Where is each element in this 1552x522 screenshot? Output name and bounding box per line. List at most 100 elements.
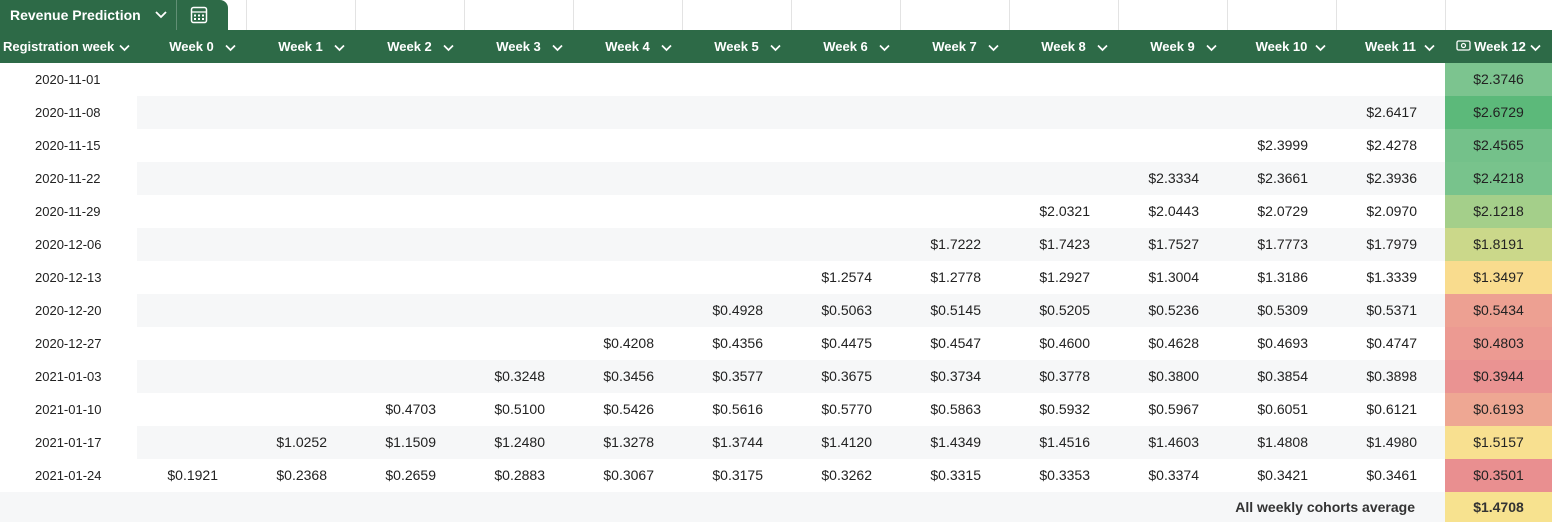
week-12-cell: $0.3501 <box>1445 459 1552 492</box>
table-row: 2020-11-29 $2.0321 $2.0443 $2.0729 $2.0970 $2… <box>0 195 1552 228</box>
week-9-cell: $1.4603 <box>1148 434 1199 450</box>
registration-week-cell: 2020-11-01 <box>35 72 101 87</box>
week-7-cell: $0.5863 <box>930 401 981 417</box>
week-6-cell: $0.3262 <box>821 467 872 483</box>
table-row: 2020-12-27 $0.4208 $0.4356 $0.4475 $0.4547 $0… <box>0 327 1552 360</box>
chevron-down-icon[interactable] <box>770 40 781 55</box>
table-row: 2020-11-08 $2.6417 $2.6729 <box>0 96 1552 129</box>
column-header-week-5[interactable]: Week 5 <box>682 30 791 63</box>
week-12-cell: $2.4218 <box>1445 162 1552 195</box>
week-9-cell: $2.0443 <box>1148 203 1199 219</box>
week-3-cell: $0.2883 <box>494 467 545 483</box>
column-header-week-10[interactable]: Week 10 <box>1227 30 1336 63</box>
column-header-week-8[interactable]: Week 8 <box>1009 30 1118 63</box>
week-8-cell: $2.0321 <box>1039 203 1090 219</box>
registration-week-cell: 2020-12-06 <box>35 237 102 252</box>
week-9-cell: $0.3800 <box>1148 368 1199 384</box>
week-7-cell: $1.2778 <box>930 269 981 285</box>
chevron-down-icon[interactable] <box>1315 40 1326 55</box>
week-4-cell: $0.5426 <box>603 401 654 417</box>
column-header-week-2[interactable]: Week 2 <box>355 30 464 63</box>
chevron-down-icon[interactable] <box>552 40 563 55</box>
column-header-week-6[interactable]: Week 6 <box>791 30 900 63</box>
column-header-label: Week 0 <box>169 39 214 54</box>
chevron-down-icon[interactable] <box>119 40 130 55</box>
row-stripe <box>137 294 1445 327</box>
column-header-week-1[interactable]: Week 1 <box>246 30 355 63</box>
week-12-cell: $2.3746 <box>1445 63 1552 96</box>
registration-week-cell: 2020-12-20 <box>35 303 102 318</box>
chevron-down-icon[interactable] <box>443 40 454 55</box>
column-header-label: Week 5 <box>714 39 759 54</box>
week-7-cell: $0.3315 <box>930 467 981 483</box>
week-10-cell: $1.3186 <box>1257 269 1308 285</box>
column-header-week-3[interactable]: Week 3 <box>464 30 573 63</box>
column-header-week-4[interactable]: Week 4 <box>573 30 682 63</box>
table-row: 2020-12-13 $1.2574 $1.2778 $1.2927 $1.3004 $1… <box>0 261 1552 294</box>
sheet-tab[interactable]: Revenue Prediction <box>0 0 228 30</box>
week-4-cell: $0.4208 <box>603 335 654 351</box>
chevron-down-icon[interactable] <box>1097 40 1108 55</box>
row-stripe <box>137 228 1445 261</box>
chevron-down-icon[interactable] <box>225 40 236 55</box>
chevron-down-icon[interactable] <box>1530 40 1541 55</box>
week-7-cell: $0.4547 <box>930 335 981 351</box>
table-row: 2020-12-20 $0.4928 $0.5063 $0.5145 $0.5205 $0… <box>0 294 1552 327</box>
week-7-cell: $1.4349 <box>930 434 981 450</box>
table-row: 2021-01-17 $1.0252 $1.1509 $1.2480 $1.3278 $1… <box>0 426 1552 459</box>
table-row: 2021-01-03 $0.3248 $0.3456 $0.3577 $0.3675 $0… <box>0 360 1552 393</box>
chevron-down-icon[interactable] <box>988 40 999 55</box>
table-row: 2021-01-10 $0.4703 $0.5100 $0.5426 $0.5616 $0… <box>0 393 1552 426</box>
week-5-cell: $0.3175 <box>712 467 763 483</box>
column-header-registration-week[interactable]: Registration week <box>0 30 140 63</box>
column-header-week-7[interactable]: Week 7 <box>900 30 1009 63</box>
footer-label: All weekly cohorts average <box>1235 499 1415 515</box>
registration-week-cell: 2021-01-03 <box>35 369 102 384</box>
week-12-cell: $0.6193 <box>1445 393 1552 426</box>
week-11-cell: $0.6121 <box>1366 401 1417 417</box>
week-9-cell: $2.3334 <box>1148 170 1199 186</box>
week-12-cell: $2.6729 <box>1445 96 1552 129</box>
week-2-cell: $0.4703 <box>385 401 436 417</box>
calculator-icon[interactable] <box>176 0 221 30</box>
week-2-cell: $0.2659 <box>385 467 436 483</box>
week-9-cell: $1.7527 <box>1148 236 1199 252</box>
week-12-cell: $0.3944 <box>1445 360 1552 393</box>
week-6-cell: $1.4120 <box>821 434 872 450</box>
table-row: 2020-11-15 $2.3999 $2.4278 $2.4565 <box>0 129 1552 162</box>
registration-week-cell: 2021-01-17 <box>35 435 102 450</box>
chevron-down-icon[interactable] <box>879 40 890 55</box>
week-8-cell: $0.4600 <box>1039 335 1090 351</box>
table-row: 2020-12-06 $1.7222 $1.7423 $1.7527 $1.7773 $1… <box>0 228 1552 261</box>
column-header-label: Week 7 <box>932 39 977 54</box>
grid-line <box>464 0 465 30</box>
week-8-cell: $0.5205 <box>1039 302 1090 318</box>
chevron-down-icon[interactable] <box>334 40 345 55</box>
week-10-cell: $0.3854 <box>1257 368 1308 384</box>
column-header-label: Week 9 <box>1150 39 1195 54</box>
column-header-week-0[interactable]: Week 0 <box>137 30 246 63</box>
week-10-cell: $0.6051 <box>1257 401 1308 417</box>
table-row: 2020-11-01 $2.3746 <box>0 63 1552 96</box>
row-stripe <box>137 63 1445 96</box>
chevron-down-icon[interactable] <box>661 40 672 55</box>
week-6-cell: $0.5063 <box>821 302 872 318</box>
chevron-down-icon[interactable] <box>146 8 176 22</box>
column-header-label: Week 12 <box>1474 39 1526 54</box>
registration-week-cell: 2020-11-15 <box>35 138 101 153</box>
week-11-cell: $2.6417 <box>1366 104 1417 120</box>
week-12-cell: $1.8191 <box>1445 228 1552 261</box>
column-header-week-11[interactable]: Week 11 <box>1336 30 1445 63</box>
chevron-down-icon[interactable] <box>1424 40 1435 55</box>
week-12-cell: $1.5157 <box>1445 426 1552 459</box>
table-footer: All weekly cohorts average $1.4708 <box>0 492 1552 522</box>
week-0-cell: $0.1921 <box>167 467 218 483</box>
week-6-cell: $1.2574 <box>821 269 872 285</box>
week-9-cell: $0.5236 <box>1148 302 1199 318</box>
column-header-week-9[interactable]: Week 9 <box>1118 30 1227 63</box>
week-10-cell: $0.4693 <box>1257 335 1308 351</box>
row-stripe <box>137 96 1445 129</box>
column-header-week-12[interactable]: Week 12 <box>1445 30 1552 63</box>
chevron-down-icon[interactable] <box>1206 40 1217 55</box>
week-3-cell: $1.2480 <box>494 434 545 450</box>
